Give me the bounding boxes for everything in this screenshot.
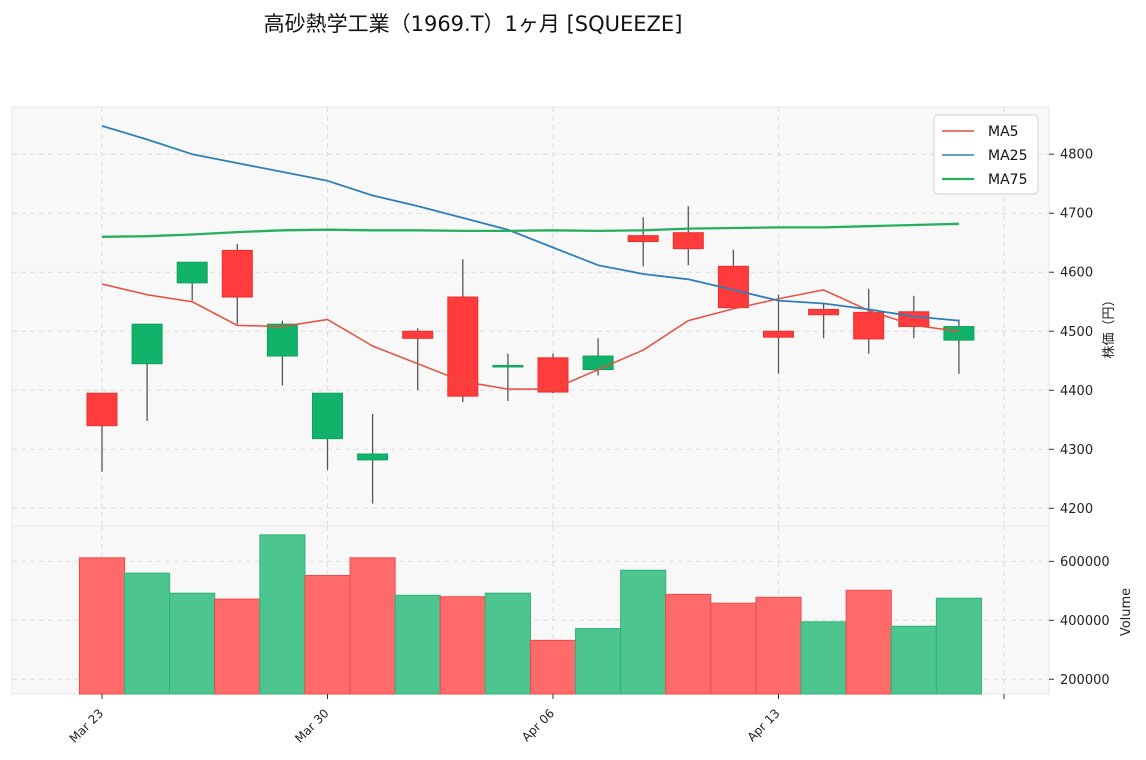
volume-bar bbox=[259, 534, 306, 695]
candle bbox=[86, 392, 118, 472]
volume-bar bbox=[349, 557, 396, 695]
ma-line-ma75 bbox=[101, 222, 959, 238]
price-y-tick-label: 4700 bbox=[1060, 207, 1093, 222]
candle bbox=[763, 294, 794, 374]
volume-y-tick-labels: 200000 400000 600000 bbox=[1049, 555, 1110, 688]
x-tick-label: Apr 06 bbox=[519, 706, 557, 744]
candle-body bbox=[402, 330, 434, 339]
x-tick-label: Apr 13 bbox=[745, 706, 783, 744]
moving-average-lines bbox=[101, 125, 959, 390]
candle-body bbox=[763, 330, 794, 338]
candle bbox=[447, 259, 479, 403]
price-y-tick-labels: 4200 4300 4400 4500 4600 4700 4800 bbox=[1049, 148, 1093, 517]
candle bbox=[402, 328, 434, 391]
price-panel-background bbox=[11, 106, 1050, 527]
price-y-axis-label: 株価（円） bbox=[1102, 293, 1117, 358]
x-tick-label: Mar 23 bbox=[67, 706, 106, 745]
legend: MA5 MA25 MA75 bbox=[933, 114, 1039, 195]
price-y-tick-label: 4300 bbox=[1060, 443, 1093, 458]
candle-body bbox=[221, 249, 253, 298]
ma-line-ma25 bbox=[101, 125, 959, 322]
price-panel: 4200 4300 4400 4500 4600 4700 4800 株価（円） MA5 M… bbox=[11, 106, 1117, 527]
candle-body bbox=[853, 311, 885, 340]
candle bbox=[176, 261, 208, 301]
ma-line-ma5 bbox=[101, 283, 959, 390]
volume-y-tick-label: 600000 bbox=[1060, 555, 1110, 570]
candle bbox=[808, 302, 840, 339]
candle-body bbox=[176, 261, 208, 284]
candlestick-marks bbox=[86, 206, 975, 504]
legend-box bbox=[933, 114, 1039, 195]
candle-body bbox=[582, 355, 614, 371]
price-y-tick-label: 4400 bbox=[1060, 384, 1093, 399]
candle bbox=[853, 288, 885, 354]
volume-bar bbox=[890, 625, 937, 695]
candle bbox=[131, 323, 163, 421]
candle bbox=[627, 217, 659, 267]
volume-bar bbox=[169, 592, 216, 695]
volume-bar bbox=[665, 593, 712, 695]
candle-body bbox=[808, 308, 840, 316]
candle bbox=[221, 243, 253, 325]
volume-bar bbox=[124, 572, 171, 695]
volume-bar bbox=[620, 569, 667, 695]
volume-bar bbox=[845, 589, 892, 695]
candle-body bbox=[357, 453, 389, 461]
candle bbox=[266, 320, 298, 386]
x-tick-label: Mar 30 bbox=[292, 706, 331, 745]
chart-title: 高砂熱学工業（1969.T）1ヶ月 [SQUEEZE] bbox=[264, 12, 683, 36]
price-y-tick-label: 4500 bbox=[1060, 325, 1093, 340]
volume-y-tick-label: 400000 bbox=[1060, 614, 1110, 629]
candle bbox=[357, 413, 389, 504]
legend-label-ma75: MA75 bbox=[988, 172, 1027, 188]
volume-bar bbox=[935, 597, 982, 695]
volume-bar bbox=[304, 575, 351, 695]
volume-bar bbox=[755, 596, 802, 695]
candle bbox=[312, 392, 343, 470]
candle-body bbox=[86, 392, 118, 427]
volume-bar bbox=[800, 621, 847, 695]
candle bbox=[492, 353, 524, 401]
candle-body bbox=[537, 357, 569, 393]
candle bbox=[537, 353, 569, 394]
volume-y-axis-label: Volume bbox=[1119, 588, 1134, 636]
volume-y-tick-label: 200000 bbox=[1060, 673, 1110, 688]
candle-body bbox=[131, 323, 163, 365]
volume-bar bbox=[78, 557, 126, 695]
volume-bar bbox=[214, 598, 261, 695]
volume-bar bbox=[484, 592, 531, 695]
candle bbox=[672, 206, 704, 266]
volume-panel: 200000 400000 600000 Volume bbox=[11, 525, 1134, 695]
candle-body bbox=[672, 232, 704, 250]
legend-label-ma25: MA25 bbox=[988, 148, 1027, 164]
price-y-tick-label: 4200 bbox=[1060, 502, 1093, 517]
x-axis-ticks: Mar 23 Mar 30 Apr 06 Apr 13 bbox=[67, 694, 1005, 746]
volume-bar bbox=[529, 639, 577, 695]
volume-bar bbox=[439, 596, 486, 695]
candle-body bbox=[492, 364, 524, 368]
candle-body bbox=[943, 326, 975, 341]
price-y-tick-label: 4600 bbox=[1060, 266, 1093, 281]
volume-bars bbox=[78, 534, 982, 695]
candle-body bbox=[627, 235, 659, 243]
volume-bar bbox=[394, 594, 441, 695]
price-y-tick-label: 4800 bbox=[1060, 148, 1093, 163]
legend-label-ma5: MA5 bbox=[988, 124, 1019, 140]
candle-body bbox=[266, 323, 298, 357]
volume-bar bbox=[710, 602, 757, 695]
volume-bar bbox=[575, 628, 622, 695]
candle-body bbox=[447, 296, 479, 397]
candle-body bbox=[312, 392, 343, 440]
